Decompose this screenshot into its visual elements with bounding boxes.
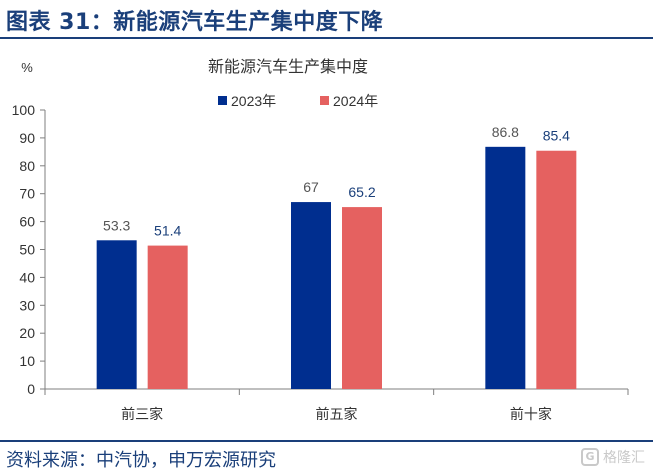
y-tick-label: 30 [19,297,35,313]
y-tick-label: 10 [19,353,35,369]
legend-label: 2024年 [333,93,378,109]
legend-swatch [218,96,227,105]
x-axis: 前三家 前五家 前十家 [44,388,629,422]
x-category-label: 前十家 [510,406,552,422]
figure-source: 资料来源：中汽协，申万宏源研究 [6,450,276,471]
watermark: G 格隆汇 [581,446,645,468]
y-unit-label: % [21,60,33,75]
y-tick-label: 50 [19,242,35,258]
y-tick-label: 0 [27,381,35,397]
header-rule [0,37,653,39]
bar-2024 [342,207,382,389]
y-tick-label: 100 [12,102,36,118]
chart-title: 新能源汽车生产集中度 [208,58,368,76]
x-category-label: 前三家 [121,406,163,422]
bar-value-label: 86.8 [492,124,519,140]
y-tick-label: 80 [19,158,35,174]
y-tick-label: 70 [19,186,35,202]
figure-title: 图表 31：新能源汽车生产集中度下降 [6,10,384,35]
watermark-text: 格隆汇 [603,450,645,466]
bar-2024 [147,245,188,389]
bar-2023 [96,240,137,389]
y-tick-label: 90 [19,130,35,146]
bars [96,146,577,389]
figure-header: 图表 31：新能源汽车生产集中度下降 [0,0,653,38]
y-tick-label: 40 [19,269,35,285]
legend-label: 2023年 [231,93,276,109]
bar-value-label: 85.4 [543,128,570,144]
y-tick-label: 60 [19,214,35,230]
legend-swatch [320,96,329,105]
bar-value-label: 51.4 [154,223,181,239]
footer-rule [0,440,653,442]
bar-value-label: 53.3 [103,217,130,233]
y-tick-label: 20 [19,325,35,341]
value-labels: 53.3 67 86.8 51.4 65.2 85.4 [103,124,570,239]
bar-2023 [291,202,331,389]
bar-2024 [536,150,577,389]
y-axis: 0 10 20 30 40 50 60 70 80 90 100 [12,102,46,397]
bar-chart: 新能源汽车生产集中度 % 2023年 2024年 0 10 20 30 40 50 60 70 8… [12,58,629,422]
bar-2023 [485,146,526,389]
bar-value-label: 67 [303,179,319,195]
x-category-label: 前五家 [316,406,358,422]
watermark-logo-icon: G [581,448,599,466]
legend: 2023年 2024年 [218,93,378,109]
bar-value-label: 65.2 [348,184,375,200]
